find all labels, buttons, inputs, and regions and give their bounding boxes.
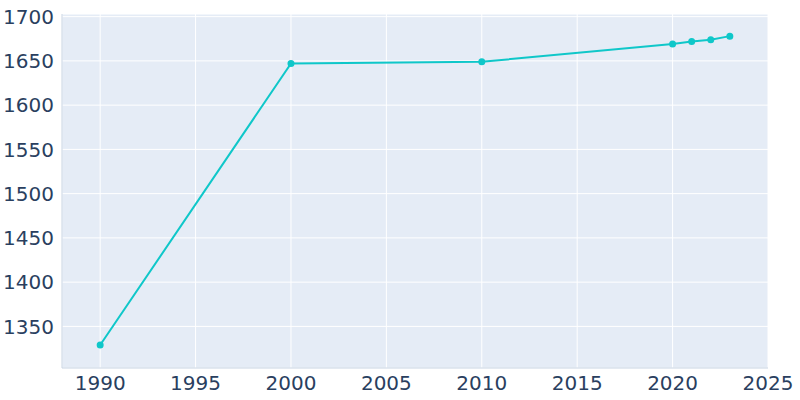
svg-text:1995: 1995 [170,371,221,395]
svg-text:2000: 2000 [266,371,317,395]
svg-text:1700: 1700 [8,5,54,29]
svg-text:1600: 1600 [8,93,54,117]
svg-text:1400: 1400 [8,270,54,294]
svg-text:2010: 2010 [456,371,507,395]
svg-text:1350: 1350 [8,315,54,339]
svg-text:1550: 1550 [8,138,54,162]
svg-text:1500: 1500 [8,182,54,206]
svg-text:1990: 1990 [75,371,126,395]
svg-text:2015: 2015 [552,371,603,395]
svg-text:2025: 2025 [743,371,792,395]
svg-text:2005: 2005 [361,371,412,395]
svg-text:2020: 2020 [647,371,698,395]
svg-text:1650: 1650 [8,49,54,73]
svg-text:1450: 1450 [8,226,54,250]
